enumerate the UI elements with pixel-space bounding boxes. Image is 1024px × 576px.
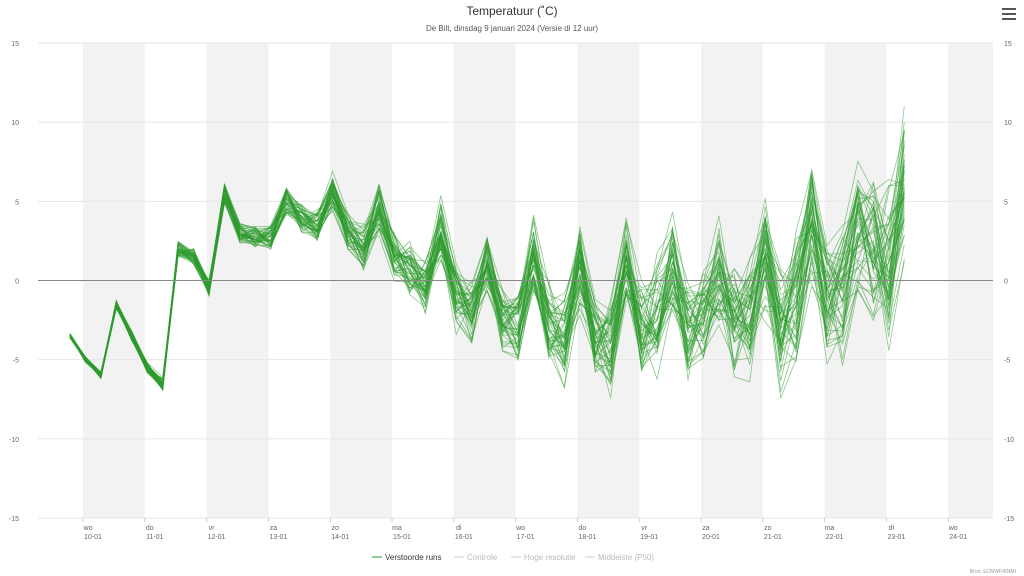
x-tick-label: 20-01 (702, 534, 720, 541)
x-tick-label: 10-01 (84, 534, 102, 541)
x-tick-label: ma (392, 525, 402, 532)
y-axis-right: 15 10 5 0 -5 -10 -15 (1004, 41, 1014, 523)
y-tick-label: -15 (9, 516, 19, 523)
x-tick-label: zo (764, 525, 772, 532)
ensemble-run (69, 173, 905, 384)
legend-label: Controle (467, 553, 498, 562)
x-tick-label: 23-01 (887, 534, 905, 541)
y-tick-label: 10 (1004, 120, 1012, 127)
x-tick-label: wo (83, 525, 93, 532)
x-tick-label: 22-01 (826, 534, 844, 541)
y-tick-label: -15 (1004, 516, 1014, 523)
x-tick-label: do (579, 525, 587, 532)
x-tick-label: vr (641, 525, 648, 532)
x-tick-label: wo (948, 525, 958, 532)
x-tick-label: za (270, 525, 278, 532)
x-tick-label: 17-01 (517, 534, 535, 541)
y-tick-label: 5 (1004, 199, 1008, 206)
y-tick-label: -5 (1004, 358, 1010, 365)
x-tick-label: 12-01 (208, 534, 226, 541)
x-tick-label: 18-01 (578, 534, 596, 541)
x-tick-label: vr (209, 525, 216, 532)
ensemble-run (69, 129, 905, 381)
x-tick-label: zo (331, 525, 339, 532)
y-tick-label: -10 (1004, 437, 1014, 444)
ensemble-runs (69, 106, 905, 399)
y-tick-label: 10 (11, 120, 19, 127)
x-tick-label: 16-01 (455, 534, 473, 541)
x-tick-label: 24-01 (949, 534, 967, 541)
y-tick-label: -5 (13, 358, 19, 365)
x-tick-label: do (146, 525, 154, 532)
legend-label: Verstoorde runs (385, 553, 441, 562)
x-tick-label: 21-01 (764, 534, 782, 541)
menu-icon[interactable] (1002, 8, 1016, 20)
legend-item[interactable]: Verstoorde runs (372, 553, 441, 562)
legend[interactable]: Verstoorde runs Controle Hoge resolutie Mid… (372, 553, 654, 562)
legend-label: Middelste (P50) (598, 553, 654, 562)
ensemble-run (69, 175, 905, 387)
y-tick-label: 5 (15, 199, 19, 206)
y-axis-left: 15 10 5 0 -5 -10 -15 (9, 41, 19, 523)
y-tick-label: 0 (15, 279, 19, 286)
y-tick-label: -10 (9, 437, 19, 444)
x-tick-label: 19-01 (640, 534, 658, 541)
x-tick-label: za (702, 525, 710, 532)
y-tick-label: 15 (11, 41, 19, 48)
chart-title: Temperatuur (˚C) (466, 4, 557, 18)
x-tick-label: 13-01 (269, 534, 287, 541)
x-tick-label: 15-01 (393, 534, 411, 541)
ensemble-run (69, 170, 905, 390)
x-axis: wo 10-01 do 11-01 vr 12-01 za 13-01 zo 14-01 ma 15-… (82, 518, 967, 541)
x-tick-label: ma (825, 525, 835, 532)
ensemble-run (69, 170, 905, 389)
x-tick-label: di (456, 525, 462, 532)
x-tick-label: wo (515, 525, 525, 532)
y-tick-label: 0 (1004, 279, 1008, 286)
y-tick-label: 15 (1004, 41, 1012, 48)
credit: Bron: ECMWF/KNMI (970, 569, 1016, 575)
x-tick-label: 11-01 (146, 534, 163, 541)
x-tick-label: di (889, 525, 895, 532)
legend-item[interactable]: Controle (454, 553, 498, 562)
legend-item[interactable]: Hoge resolutie (511, 553, 576, 562)
chart-subtitle: De Bilt, dinsdag 9 januari 2024 (Versie … (426, 24, 598, 33)
legend-label: Hoge resolutie (524, 553, 576, 562)
legend-item[interactable]: Middelste (P50) (585, 553, 654, 562)
x-tick-label: 14-01 (331, 534, 349, 541)
